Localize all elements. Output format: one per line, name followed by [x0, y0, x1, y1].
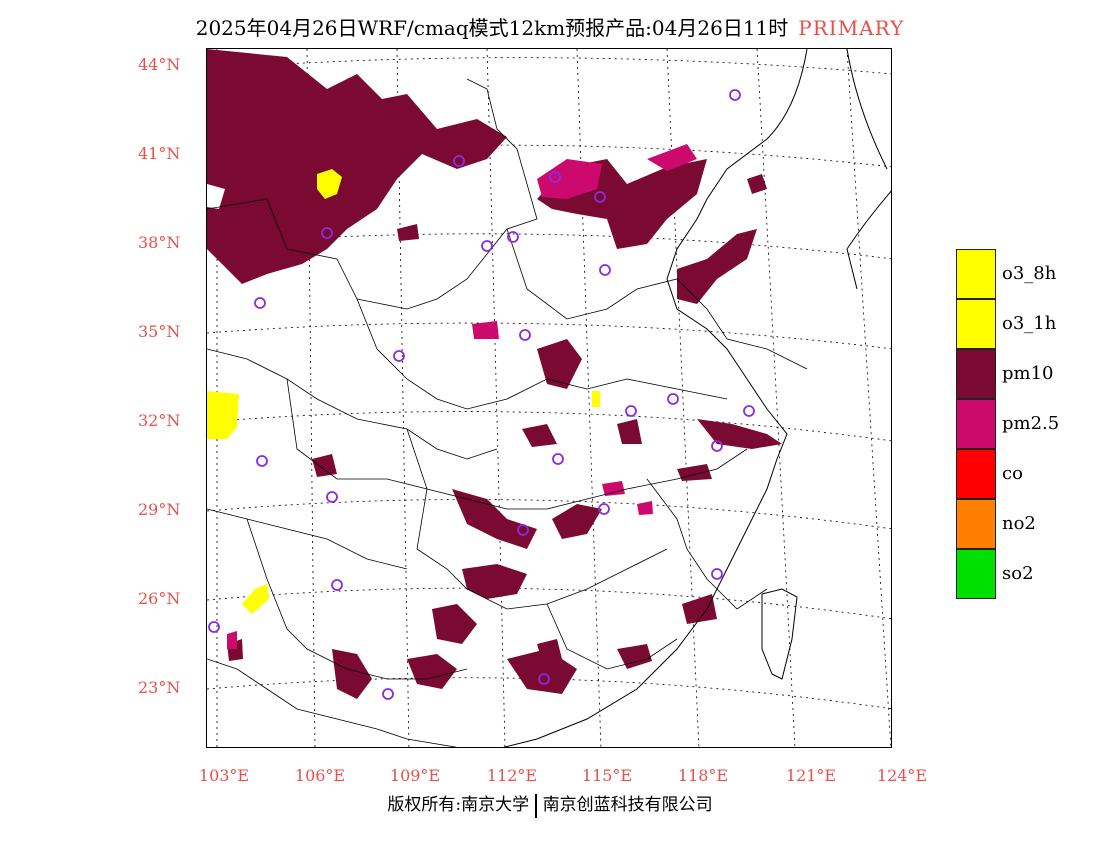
lat-label-38: 38°N [138, 233, 181, 252]
forecast-map [206, 48, 892, 748]
legend-label: pm2.5 [1002, 413, 1060, 434]
map-canvas [207, 49, 891, 747]
lon-label-121: 121°E [785, 766, 837, 785]
legend-label: o3_1h [1002, 313, 1057, 334]
lon-label-118: 118°E [677, 766, 729, 785]
o3-regions [207, 169, 600, 614]
lon-label-109: 109°E [389, 766, 441, 785]
copyright-footer: 版权所有:南京大学 南京创蓝科技有限公司 [0, 790, 1100, 818]
lon-label-112: 112°E [486, 766, 538, 785]
legend-swatch [956, 499, 996, 549]
lat-label-32: 32°N [138, 411, 181, 430]
lon-label-103: 103°E [198, 766, 250, 785]
legend-swatch [956, 299, 996, 349]
copyright-right: 南京创蓝科技有限公司 [542, 795, 713, 815]
lat-label-41: 41°N [138, 144, 181, 163]
province-borders [207, 78, 808, 747]
copyright-left: 版权所有:南京大学 [387, 795, 530, 815]
legend-swatch [956, 249, 996, 299]
legend-label: so2 [1002, 563, 1034, 584]
lat-label-23: 23°N [138, 678, 181, 697]
lat-label-44: 44°N [138, 55, 181, 74]
legend-swatch [956, 449, 996, 499]
lon-label-115: 115°E [581, 766, 633, 785]
coastline [502, 49, 891, 747]
legend-label: co [1002, 463, 1023, 484]
pm10-regions [207, 49, 782, 699]
lat-label-29: 29°N [138, 500, 181, 519]
title-text: 2025年04月26日WRF/cmaq模式12km预报产品:04月26日11时 [195, 16, 789, 40]
station-markers [208, 89, 755, 700]
lon-label-106: 106°E [294, 766, 346, 785]
lat-label-35: 35°N [138, 322, 181, 341]
legend-label: no2 [1002, 513, 1036, 534]
map-title: 2025年04月26日WRF/cmaq模式12km预报产品:04月26日11时 P… [0, 12, 1100, 41]
legend-swatch [956, 349, 996, 399]
lat-label-26: 26°N [138, 589, 181, 608]
legend-swatch [956, 399, 996, 449]
legend-label: pm10 [1002, 363, 1054, 384]
footer-separator [535, 793, 537, 818]
lon-label-124: 124°E [876, 766, 928, 785]
primary-tag: PRIMARY [798, 16, 905, 40]
legend-label: o3_8h [1002, 263, 1057, 284]
pm25-regions [227, 144, 697, 649]
legend-swatch [956, 549, 996, 599]
